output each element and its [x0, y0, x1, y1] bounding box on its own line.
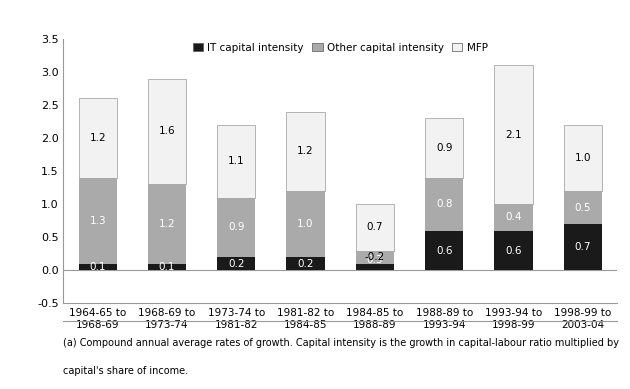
Text: 0.4: 0.4 [505, 212, 522, 223]
Bar [495, 65, 532, 204]
Bar [356, 204, 394, 251]
Text: 0.1: 0.1 [159, 262, 175, 272]
Bar [564, 224, 602, 270]
Text: 0.7: 0.7 [575, 242, 591, 252]
Bar [217, 257, 255, 270]
Bar [148, 79, 186, 184]
Bar [287, 257, 324, 270]
Text: 0.3: 0.3 [367, 256, 383, 265]
Bar [495, 204, 532, 231]
Bar [148, 184, 186, 264]
Text: 1.2: 1.2 [89, 133, 106, 143]
Bar [356, 251, 394, 264]
Text: 0.6: 0.6 [436, 245, 452, 256]
Bar [425, 231, 463, 270]
Text: 2.1: 2.1 [505, 130, 522, 140]
Bar [425, 178, 463, 231]
Bar [564, 191, 602, 224]
Text: 1.6: 1.6 [159, 126, 175, 137]
Text: 0.2: 0.2 [297, 259, 314, 269]
Bar [79, 178, 117, 264]
Bar [287, 112, 324, 191]
Bar [217, 198, 255, 257]
Bar [217, 125, 255, 198]
Text: 1.2: 1.2 [297, 146, 314, 156]
Bar [79, 98, 117, 178]
Text: 0.7: 0.7 [367, 223, 383, 232]
Legend: IT capital intensity, Other capital intensity, MFP: IT capital intensity, Other capital inte… [188, 39, 492, 57]
Bar [425, 118, 463, 178]
Text: 0.2: 0.2 [228, 259, 244, 269]
Text: 0.5: 0.5 [575, 203, 591, 212]
Text: capital's share of income.: capital's share of income. [63, 366, 188, 376]
Bar [564, 125, 602, 191]
Text: 0.6: 0.6 [505, 245, 522, 256]
Text: 0.9: 0.9 [228, 223, 244, 232]
Bar [287, 191, 324, 257]
Bar [356, 251, 394, 270]
Text: (a) Compound annual average rates of growth. Capital intensity is the growth in : (a) Compound annual average rates of gro… [63, 338, 619, 349]
Text: -0.2: -0.2 [365, 252, 385, 262]
Bar [148, 264, 186, 270]
Text: 0.9: 0.9 [436, 143, 452, 153]
Text: 0.8: 0.8 [436, 199, 452, 209]
Text: 1.0: 1.0 [297, 219, 314, 229]
Text: 0.1: 0.1 [89, 262, 106, 272]
Text: 1.2: 1.2 [159, 219, 175, 229]
Bar [495, 231, 532, 270]
Text: 1.0: 1.0 [575, 153, 591, 163]
Text: 1.3: 1.3 [89, 216, 106, 226]
Text: 1.1: 1.1 [228, 156, 244, 166]
Bar [79, 264, 117, 270]
